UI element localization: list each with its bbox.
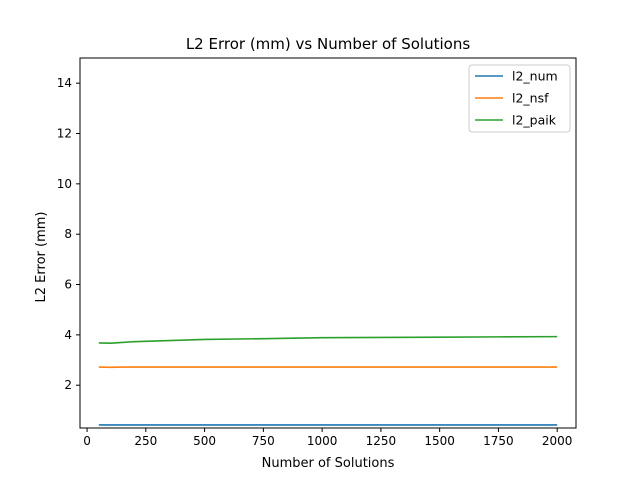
y-tick-label: 4 — [64, 328, 72, 342]
legend-label-l2-paik: l2_paik — [512, 113, 557, 128]
series-line-l2-paik — [98, 335, 558, 344]
y-tick-label: 2 — [64, 378, 72, 392]
y-tick-label: 10 — [57, 177, 72, 191]
x-tick-label: 500 — [193, 434, 216, 448]
legend: l2_num l2_nsf l2_paik — [468, 64, 571, 133]
chart-title: L2 Error (mm) vs Number of Solutions — [186, 35, 471, 53]
x-tick-label: 1000 — [307, 434, 338, 448]
plot-frame — [79, 57, 577, 429]
x-tick-label: 250 — [134, 434, 157, 448]
x-tick-label: 2000 — [542, 434, 573, 448]
legend-label-l2-num: l2_num — [512, 69, 558, 84]
legend-box — [468, 64, 571, 133]
y-tick-label: 14 — [57, 76, 72, 90]
x-tick-label: 0 — [83, 434, 91, 448]
y-tick-label: 8 — [64, 227, 72, 241]
x-tick-label: 750 — [252, 434, 275, 448]
y-axis-label: L2 Error (mm) — [34, 212, 49, 303]
x-tick-label: 1750 — [483, 434, 514, 448]
x-axis-ticks: 0 250 500 750 1000 1250 1500 1750 2000 — [83, 428, 572, 448]
y-tick-label: 12 — [57, 127, 72, 141]
x-axis-label: Number of Solutions — [262, 456, 395, 471]
y-tick-label: 6 — [64, 278, 72, 292]
plot-area — [79, 57, 577, 429]
x-tick-label: 1250 — [366, 434, 397, 448]
x-tick-label: 1500 — [424, 434, 455, 448]
series-lines — [98, 335, 558, 426]
legend-label-l2-nsf: l2_nsf — [512, 91, 549, 106]
y-axis-ticks: 2 4 6 8 10 12 14 — [57, 76, 80, 392]
